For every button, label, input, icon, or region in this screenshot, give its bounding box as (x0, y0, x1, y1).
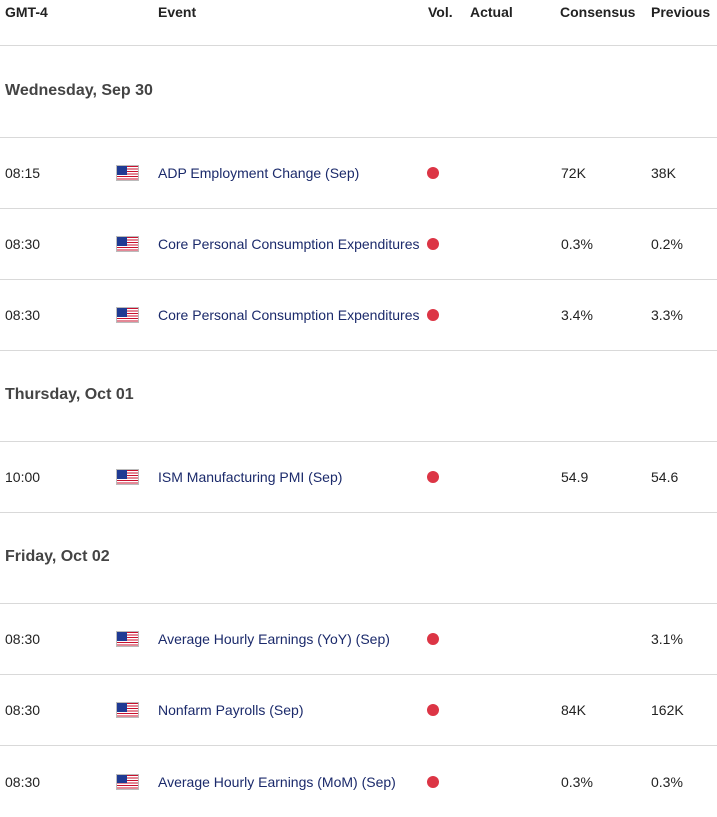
event-time: 08:30 (5, 236, 41, 252)
event-name-link[interactable]: Nonfarm Payrolls (Sep) (158, 702, 304, 718)
event-name-link[interactable]: Average Hourly Earnings (YoY) (Sep) (158, 631, 390, 647)
event-name-link[interactable]: ISM Manufacturing PMI (Sep) (158, 469, 343, 485)
event-name-link[interactable]: Core Personal Consumption Expenditures (158, 236, 420, 252)
previous-value: 38K (651, 165, 676, 181)
header-actual: Actual (470, 4, 513, 20)
consensus-value: 84K (561, 702, 586, 718)
day-header: Wednesday, Sep 30 (0, 46, 717, 138)
event-time: 08:30 (5, 773, 41, 790)
previous-value: 162K (651, 702, 684, 718)
day-label: Thursday, Oct 01 (5, 386, 134, 403)
consensus-value: 0.3% (561, 236, 593, 252)
high-volatility-icon (427, 167, 439, 179)
day-label: Wednesday, Sep 30 (5, 82, 153, 99)
table-row[interactable]: 08:15 ADP Employment Change (Sep) 72K 38… (0, 138, 717, 209)
header-time: GMT-4 (5, 4, 48, 20)
high-volatility-icon (427, 704, 439, 716)
event-time: 08:30 (5, 631, 41, 647)
consensus-value: 54.9 (561, 469, 589, 485)
header-consensus: Consensus (560, 4, 636, 20)
us-flag-icon (116, 631, 139, 647)
day-header: Friday, Oct 02 (0, 513, 717, 604)
previous-value: 54.6 (651, 469, 679, 485)
table-row[interactable]: 08:30 Nonfarm Payrolls (Sep) 84K 162K (0, 675, 717, 746)
consensus-value: 72K (561, 165, 586, 181)
table-row[interactable]: 08:30 Average Hourly Earnings (YoY) (Sep… (0, 604, 717, 675)
us-flag-icon (116, 469, 139, 485)
us-flag-icon (116, 165, 139, 181)
table-header: GMT-4 Event Vol. Actual Consensus Previo… (0, 0, 717, 46)
table-row[interactable]: 08:30 Core Personal Consumption Expendit… (0, 209, 717, 280)
event-time: 08:30 (5, 702, 41, 718)
table-row[interactable]: 08:30 Core Personal Consumption Expendit… (0, 280, 717, 351)
high-volatility-icon (427, 309, 439, 321)
previous-value: 3.3% (651, 307, 683, 323)
header-previous: Previous (651, 4, 711, 20)
high-volatility-icon (427, 775, 439, 788)
day-label: Friday, Oct 02 (5, 548, 110, 565)
header-event: Event (158, 4, 197, 20)
consensus-value: 0.3% (561, 773, 593, 790)
us-flag-icon (116, 702, 139, 718)
high-volatility-icon (427, 471, 439, 483)
us-flag-icon (116, 236, 139, 252)
previous-value: 3.1% (651, 631, 683, 647)
previous-value: 0.2% (651, 236, 683, 252)
high-volatility-icon (427, 238, 439, 250)
event-name-link[interactable]: ADP Employment Change (Sep) (158, 165, 360, 181)
consensus-value: 3.4% (561, 307, 593, 323)
us-flag-icon (116, 773, 139, 790)
event-name-link[interactable]: Core Personal Consumption Expenditures (158, 307, 420, 323)
event-time: 10:00 (5, 469, 41, 485)
high-volatility-icon (427, 633, 439, 645)
previous-value: 0.3% (651, 773, 683, 790)
header-volatility: Vol. (428, 4, 453, 20)
day-header: Thursday, Oct 01 (0, 351, 717, 442)
table-row[interactable]: 10:00 ISM Manufacturing PMI (Sep) 54.9 5… (0, 442, 717, 513)
table-row[interactable]: 08:30 Average Hourly Earnings (MoM) (Sep… (0, 746, 717, 817)
event-time: 08:30 (5, 307, 41, 323)
event-name-link[interactable]: Average Hourly Earnings (MoM) (Sep) (158, 773, 396, 790)
us-flag-icon (116, 307, 139, 323)
event-time: 08:15 (5, 165, 41, 181)
